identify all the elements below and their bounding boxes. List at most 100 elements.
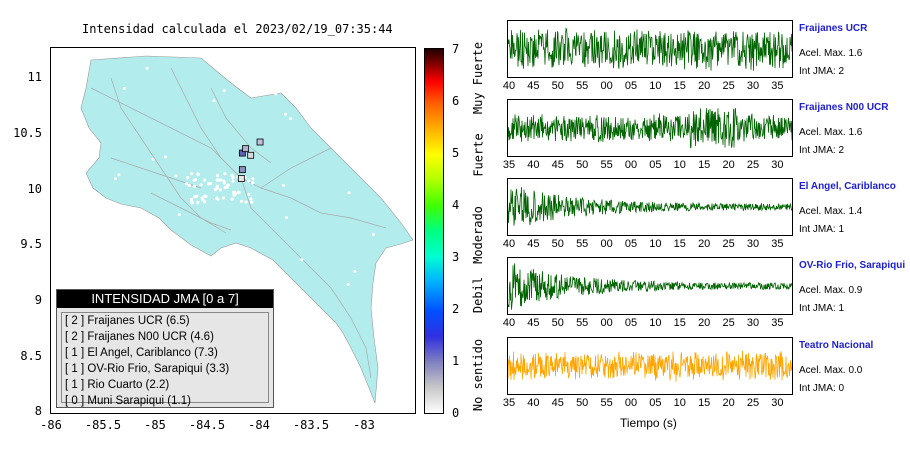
waveform-tick: 25 <box>722 80 735 92</box>
station-marker[interactable] <box>256 138 264 146</box>
city-dot <box>309 301 313 305</box>
city-dot <box>184 182 189 186</box>
city-dot <box>237 82 241 86</box>
city-dot <box>282 183 286 187</box>
waveform-tick: 50 <box>576 159 589 171</box>
accel-max: Acel. Max. 0.0 <box>799 365 863 376</box>
city-dot <box>231 176 235 180</box>
city-dot <box>199 183 203 187</box>
waveform-tick: 40 <box>502 238 516 250</box>
city-dot <box>122 87 126 91</box>
city-dot <box>216 197 220 201</box>
city-dot <box>236 190 240 194</box>
waveform-tick: 00 <box>600 238 613 250</box>
colorbar-tick: 4 <box>452 198 460 212</box>
costa-rica-map <box>80 55 414 404</box>
city-dot <box>113 177 117 181</box>
jma-intensity: Int JMA: 2 <box>799 66 845 77</box>
city-dot <box>371 232 375 236</box>
city-dot <box>274 92 278 96</box>
station-marker[interactable] <box>247 151 255 159</box>
city-dot <box>187 183 191 187</box>
station-name: Fraijanes UCR <box>799 23 868 34</box>
city-dot <box>190 172 194 176</box>
station-marker[interactable] <box>242 145 249 153</box>
waveform-tick: 35 <box>771 80 784 92</box>
waveform-panel <box>507 99 793 157</box>
city-dot <box>145 66 149 70</box>
waveform-tick: 00 <box>624 397 638 409</box>
city-dot <box>203 200 207 204</box>
city-dot <box>250 200 254 204</box>
city-dot <box>230 173 234 177</box>
city-dot <box>247 179 251 183</box>
city-dot <box>215 184 220 188</box>
city-dot <box>249 197 253 201</box>
city-dot <box>238 277 242 281</box>
waveform-tick: 20 <box>698 80 711 92</box>
waveform-tick: 00 <box>600 80 613 92</box>
colorbar-level: Muy Fuerte <box>471 41 486 115</box>
city-dot <box>196 200 200 205</box>
city-dot <box>218 188 222 192</box>
waveform-tick: 15 <box>673 238 686 250</box>
city-dot <box>320 107 324 111</box>
legend-header: INTENSIDAD JMA [0 a 7] <box>57 290 273 308</box>
waveform-panel <box>507 337 793 395</box>
legend-item: [ 1 ] Rio Cuarto (2.2) <box>65 379 170 391</box>
waveform-tick: 05 <box>624 317 638 329</box>
station-marker[interactable] <box>237 175 245 182</box>
city-dot <box>277 315 281 319</box>
waveform-trace <box>508 187 792 226</box>
map-y-tick: 8.5 <box>20 349 42 363</box>
map-y-tick: 11 <box>27 70 42 84</box>
waveform-x-label: Tiempo (s) <box>620 416 677 430</box>
colorbar-level: No sentido <box>471 338 486 412</box>
waveform-tick: 25 <box>746 159 760 171</box>
colorbar-level: Moderado <box>470 206 485 264</box>
city-dot <box>215 174 220 178</box>
waveform-tick: 25 <box>722 238 735 250</box>
waveform-trace <box>508 350 792 382</box>
waveform-panel <box>507 20 793 78</box>
waveform-tick: 20 <box>698 238 711 250</box>
waveform-tick: 30 <box>746 317 760 329</box>
city-dot <box>190 201 194 205</box>
waveform-tick: 45 <box>527 80 540 92</box>
waveform-tick: 00 <box>600 317 613 329</box>
colorbar-level: Fuerte <box>471 133 486 177</box>
station-marker[interactable] <box>238 166 246 174</box>
city-dot <box>207 182 211 186</box>
waveform-tick: 10 <box>673 397 686 409</box>
city-dot <box>221 196 226 200</box>
city-dot <box>244 200 248 204</box>
waveform-tick: 00 <box>624 159 638 171</box>
waveform-tick: 55 <box>600 397 613 409</box>
intensity-colorbar <box>424 48 444 414</box>
city-dot <box>222 89 226 93</box>
city-dot <box>223 172 227 176</box>
waveform-tick: 15 <box>673 317 686 329</box>
city-dot <box>289 117 293 121</box>
waveform-panel <box>507 257 793 315</box>
waveform-tick: 30 <box>746 80 760 92</box>
map-x-tick: -85 <box>144 418 166 432</box>
waveform-tick: 40 <box>502 80 516 92</box>
waveform-tick: 35 <box>771 317 784 329</box>
waveform-tick: 05 <box>649 397 662 409</box>
waveform-tick: 05 <box>624 80 638 92</box>
waveform-trace <box>508 263 792 310</box>
map-y-tick: 8 <box>34 404 42 418</box>
city-dot <box>225 185 229 189</box>
waveform-tick: 05 <box>649 159 662 171</box>
waveform-tick: 40 <box>527 397 540 409</box>
waveform-tick: 45 <box>527 238 540 250</box>
waveform-tick: 10 <box>649 80 662 92</box>
city-dot <box>117 173 121 177</box>
waveform-tick: 30 <box>771 159 784 171</box>
legend-body: [ 2 ] Fraijanes UCR (6.5) [ 2 ] Fraijane… <box>61 312 269 407</box>
waveform-tick: 45 <box>551 397 564 409</box>
legend-item: [ 1 ] El Angel, Cariblanco (7.3) <box>65 347 218 359</box>
waveform-tick: 15 <box>698 159 711 171</box>
waveform-tick: 35 <box>502 397 516 409</box>
